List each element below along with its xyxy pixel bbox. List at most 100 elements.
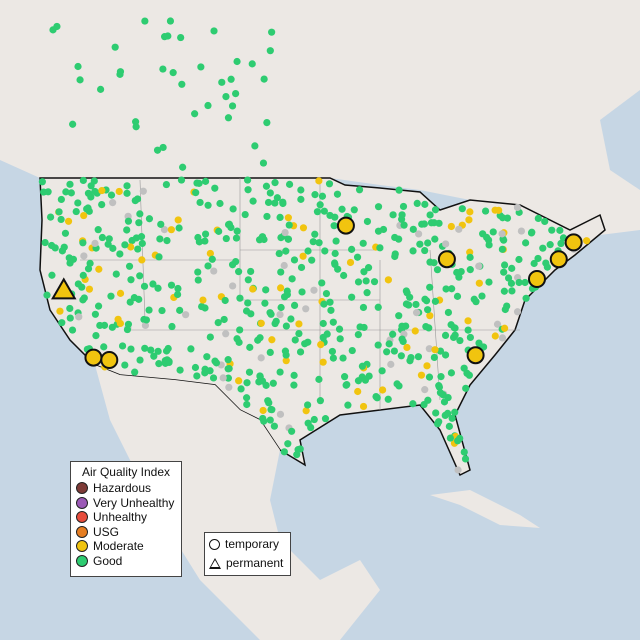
site-marker[interactable] [336, 335, 344, 343]
site-marker[interactable] [399, 202, 408, 211]
site-marker[interactable] [501, 261, 509, 269]
site-marker[interactable] [84, 204, 92, 212]
site-marker[interactable] [197, 63, 205, 71]
site-marker[interactable] [124, 320, 133, 328]
site-marker[interactable] [385, 340, 393, 348]
site-marker[interactable] [155, 253, 163, 261]
site-marker[interactable] [74, 199, 82, 207]
site-marker[interactable] [166, 17, 175, 25]
site-marker[interactable] [264, 198, 273, 207]
site-marker[interactable] [409, 400, 417, 408]
site-marker[interactable] [431, 297, 439, 305]
site-marker[interactable] [364, 264, 373, 272]
site-marker[interactable] [311, 191, 319, 199]
site-marker[interactable] [295, 320, 303, 328]
site-marker[interactable] [244, 276, 252, 284]
site-marker[interactable] [316, 201, 324, 209]
site-marker[interactable] [66, 304, 74, 313]
site-marker[interactable] [363, 217, 372, 226]
site-marker[interactable] [374, 227, 383, 235]
site-marker[interactable] [165, 357, 173, 365]
site-marker[interactable] [187, 345, 195, 353]
site-marker[interactable] [485, 278, 493, 286]
site-marker[interactable] [281, 228, 289, 237]
site-marker[interactable] [100, 343, 108, 351]
site-marker[interactable] [193, 372, 201, 380]
site-marker[interactable] [448, 414, 456, 422]
site-marker[interactable] [249, 285, 257, 293]
site-marker[interactable] [233, 57, 241, 66]
site-marker[interactable] [267, 310, 275, 318]
site-marker[interactable] [167, 281, 176, 289]
site-marker[interactable] [297, 263, 306, 272]
site-marker[interactable] [583, 237, 591, 245]
site-marker[interactable] [498, 230, 506, 238]
site-marker[interactable] [348, 293, 356, 301]
site-marker[interactable] [284, 214, 292, 222]
site-marker[interactable] [218, 78, 226, 86]
site-marker[interactable] [329, 318, 337, 326]
site-marker[interactable] [160, 225, 169, 234]
site-marker[interactable] [182, 311, 190, 319]
site-marker[interactable] [444, 308, 453, 317]
site-marker[interactable] [374, 203, 383, 211]
site-marker[interactable] [153, 146, 162, 154]
site-marker[interactable] [361, 376, 369, 384]
site-marker[interactable] [435, 382, 443, 390]
site-marker[interactable] [201, 369, 209, 377]
site-marker[interactable] [481, 207, 490, 215]
site-marker[interactable] [354, 278, 363, 286]
site-marker[interactable] [442, 240, 450, 248]
site-marker[interactable] [271, 199, 279, 207]
site-marker[interactable] [243, 176, 252, 184]
site-marker[interactable] [94, 226, 102, 234]
site-marker[interactable] [288, 427, 296, 435]
site-marker[interactable] [211, 184, 219, 192]
site-marker[interactable] [456, 336, 464, 345]
site-marker[interactable] [105, 235, 113, 243]
site-marker[interactable] [57, 215, 65, 224]
site-marker[interactable] [131, 196, 139, 205]
site-marker[interactable] [426, 312, 434, 320]
site-marker[interactable] [402, 287, 410, 295]
site-marker[interactable] [285, 180, 294, 188]
site-marker[interactable] [466, 333, 474, 342]
site-marker[interactable] [256, 334, 264, 342]
site-marker[interactable] [38, 178, 46, 186]
site-marker[interactable] [442, 285, 450, 293]
site-marker[interactable] [504, 274, 513, 282]
site-marker[interactable] [348, 346, 356, 355]
site-marker[interactable] [453, 268, 461, 277]
site-marker[interactable] [462, 384, 470, 392]
site-marker[interactable] [411, 327, 419, 335]
site-marker[interactable] [363, 289, 371, 297]
site-marker[interactable] [466, 208, 474, 216]
site-marker[interactable] [256, 372, 264, 380]
site-marker[interactable] [384, 276, 392, 284]
site-marker[interactable] [426, 283, 434, 291]
site-marker[interactable] [53, 22, 61, 31]
site-marker[interactable] [150, 352, 158, 360]
site-marker[interactable] [284, 235, 292, 243]
site-marker[interactable] [328, 347, 336, 356]
site-marker[interactable] [541, 217, 549, 226]
site-marker[interactable] [57, 195, 65, 204]
site-marker[interactable] [244, 299, 252, 307]
site-marker[interactable] [262, 286, 270, 294]
site-marker[interactable] [279, 199, 287, 208]
site-marker[interactable] [432, 409, 440, 417]
site-marker[interactable] [491, 332, 499, 340]
site-marker[interactable] [466, 248, 474, 256]
site-marker[interactable] [485, 241, 493, 249]
site-marker[interactable] [423, 362, 431, 370]
site-marker[interactable] [204, 262, 212, 270]
site-marker[interactable] [421, 295, 429, 303]
site-marker[interactable] [145, 306, 153, 314]
site-marker[interactable] [264, 397, 272, 405]
site-marker[interactable] [116, 70, 124, 78]
site-marker[interactable] [179, 163, 187, 171]
site-marker[interactable] [68, 326, 77, 334]
site-marker[interactable] [546, 241, 554, 249]
site-marker[interactable] [140, 282, 149, 290]
site-marker[interactable] [513, 203, 522, 212]
